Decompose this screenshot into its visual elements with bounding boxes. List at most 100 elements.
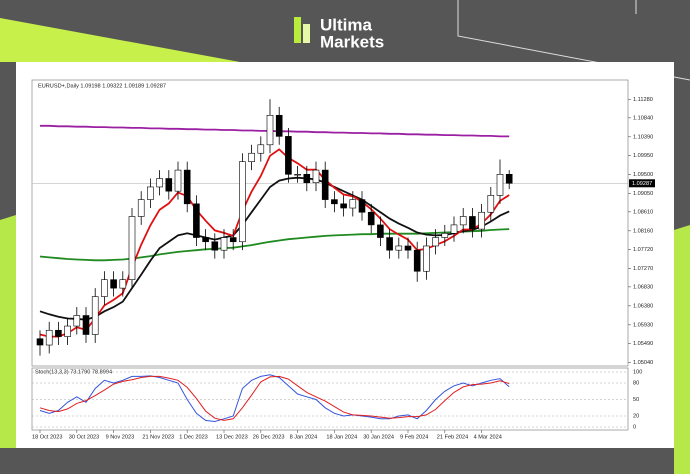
accent-top-left — [0, 18, 240, 62]
candle-body — [174, 169, 182, 192]
candle-body — [55, 329, 62, 337]
candle-body — [137, 199, 145, 217]
candle-body — [367, 211, 375, 226]
y-tick-label: 1.09050 — [633, 191, 653, 197]
candle-body — [266, 114, 274, 146]
accent-left — [0, 215, 16, 448]
y-tick-label: 1.06380 — [633, 303, 653, 309]
y-tick-label: 1.07720 — [633, 247, 653, 253]
candle-body — [91, 296, 99, 335]
moving-average — [39, 228, 510, 262]
candle-body — [340, 203, 347, 209]
candle-body — [202, 237, 209, 243]
x-tick-label: 9 Feb 2024 — [400, 434, 428, 440]
x-tick-label: 30 Oct 2023 — [69, 434, 99, 440]
candle-body — [377, 224, 384, 238]
candle-body — [275, 114, 283, 137]
current-price-box — [629, 179, 655, 188]
candle-body — [459, 216, 467, 226]
candle-body — [423, 245, 430, 272]
chart-title: Stoch(13,3,3) 73.1790 78.8994 — [35, 369, 112, 375]
candle-body — [64, 325, 71, 337]
x-tick-label: 30 Jan 2024 — [363, 434, 394, 440]
current-price-label: 1.09287 — [632, 181, 652, 187]
candle-body — [496, 174, 504, 196]
accent-right — [674, 225, 690, 474]
candle-body — [358, 199, 366, 213]
candle-body — [441, 233, 449, 238]
candle-body — [303, 174, 311, 184]
x-tick-label: 18 Oct 2023 — [32, 434, 62, 440]
chart-title: EURUSD+,Daily 1.09198 1.09322 1.09189 1.… — [38, 83, 166, 89]
chart-panel — [16, 62, 674, 448]
candle-body — [101, 279, 108, 297]
candle-body — [349, 199, 357, 209]
candle-body — [285, 136, 292, 175]
logo-bar — [303, 24, 310, 43]
brand-line2: Markets — [320, 32, 384, 51]
y-tick-label: 1.05930 — [633, 322, 653, 328]
candle-body — [156, 178, 163, 188]
y-tick-label: 1.07270 — [633, 266, 653, 272]
moving-average — [40, 124, 510, 138]
y-tick-label: 80 — [633, 380, 639, 386]
candle-body — [294, 174, 301, 176]
y-tick-label: 1.11280 — [633, 97, 653, 103]
logo-bar — [294, 17, 301, 43]
candle-body — [82, 315, 90, 335]
candle-body — [395, 245, 403, 251]
candle-body — [36, 338, 44, 346]
x-tick-label: 9 Nov 2023 — [106, 434, 135, 440]
y-tick-label: 50 — [633, 397, 639, 403]
x-tick-label: 1 Dec 2023 — [179, 434, 208, 440]
stoch-chart: Stoch(13,3,3) 73.1790 78.8994 0 20 50 80 100 — [32, 369, 642, 430]
candle-body — [220, 237, 228, 251]
candle-body — [386, 237, 393, 251]
x-tick-label: 18 Jan 2024 — [326, 434, 357, 440]
candle-body — [505, 174, 513, 184]
brand-line1: Ultima — [320, 15, 373, 34]
candle-body — [45, 329, 53, 346]
candle-body — [331, 199, 338, 205]
y-tick-label: 1.08610 — [633, 209, 653, 215]
moving-average — [39, 148, 510, 338]
x-tick-label: 4 Mar 2024 — [474, 434, 502, 440]
y-tick-label: 20 — [633, 413, 639, 419]
candle-body — [257, 144, 265, 154]
x-tick-label: 21 Feb 2024 — [437, 434, 468, 440]
candle-body — [432, 237, 439, 247]
candle-body — [193, 203, 200, 238]
y-tick-label: 100 — [633, 369, 642, 375]
x-tick-label: 26 Dec 2023 — [253, 434, 285, 440]
candle-body — [110, 279, 117, 289]
y-tick-label: 1.08160 — [633, 228, 653, 234]
x-tick-label: 21 Nov 2023 — [142, 434, 174, 440]
main-plot-frame — [31, 79, 629, 367]
moving-average — [39, 176, 510, 321]
y-tick-label: 1.09500 — [633, 172, 653, 178]
y-tick-label: 1.05490 — [633, 341, 653, 347]
candle-body — [413, 249, 421, 272]
candle-body — [128, 216, 136, 280]
candle-body — [469, 216, 476, 230]
y-tick-label: 1.10840 — [633, 115, 653, 121]
y-tick-label: 1.10390 — [633, 134, 653, 140]
candle-body — [119, 279, 127, 289]
stoch-line — [39, 375, 510, 421]
candle-body — [404, 245, 412, 251]
candle-body — [165, 178, 173, 192]
main-chart: EURUSD+,Daily 1.09198 1.09322 1.09189 1.… — [32, 83, 655, 440]
candle-body — [321, 169, 329, 200]
candle-body — [478, 211, 485, 230]
candle-body — [487, 195, 495, 213]
x-tick-label: 8 Jan 2024 — [290, 434, 318, 440]
candle-body — [147, 186, 154, 200]
y-tick-label: 1.05040 — [633, 360, 653, 366]
stoch-plot-frame — [31, 367, 629, 431]
candle-body — [239, 161, 246, 243]
y-tick-label: 0 — [633, 424, 636, 430]
candle-body — [248, 152, 255, 162]
candle-body — [211, 241, 219, 251]
